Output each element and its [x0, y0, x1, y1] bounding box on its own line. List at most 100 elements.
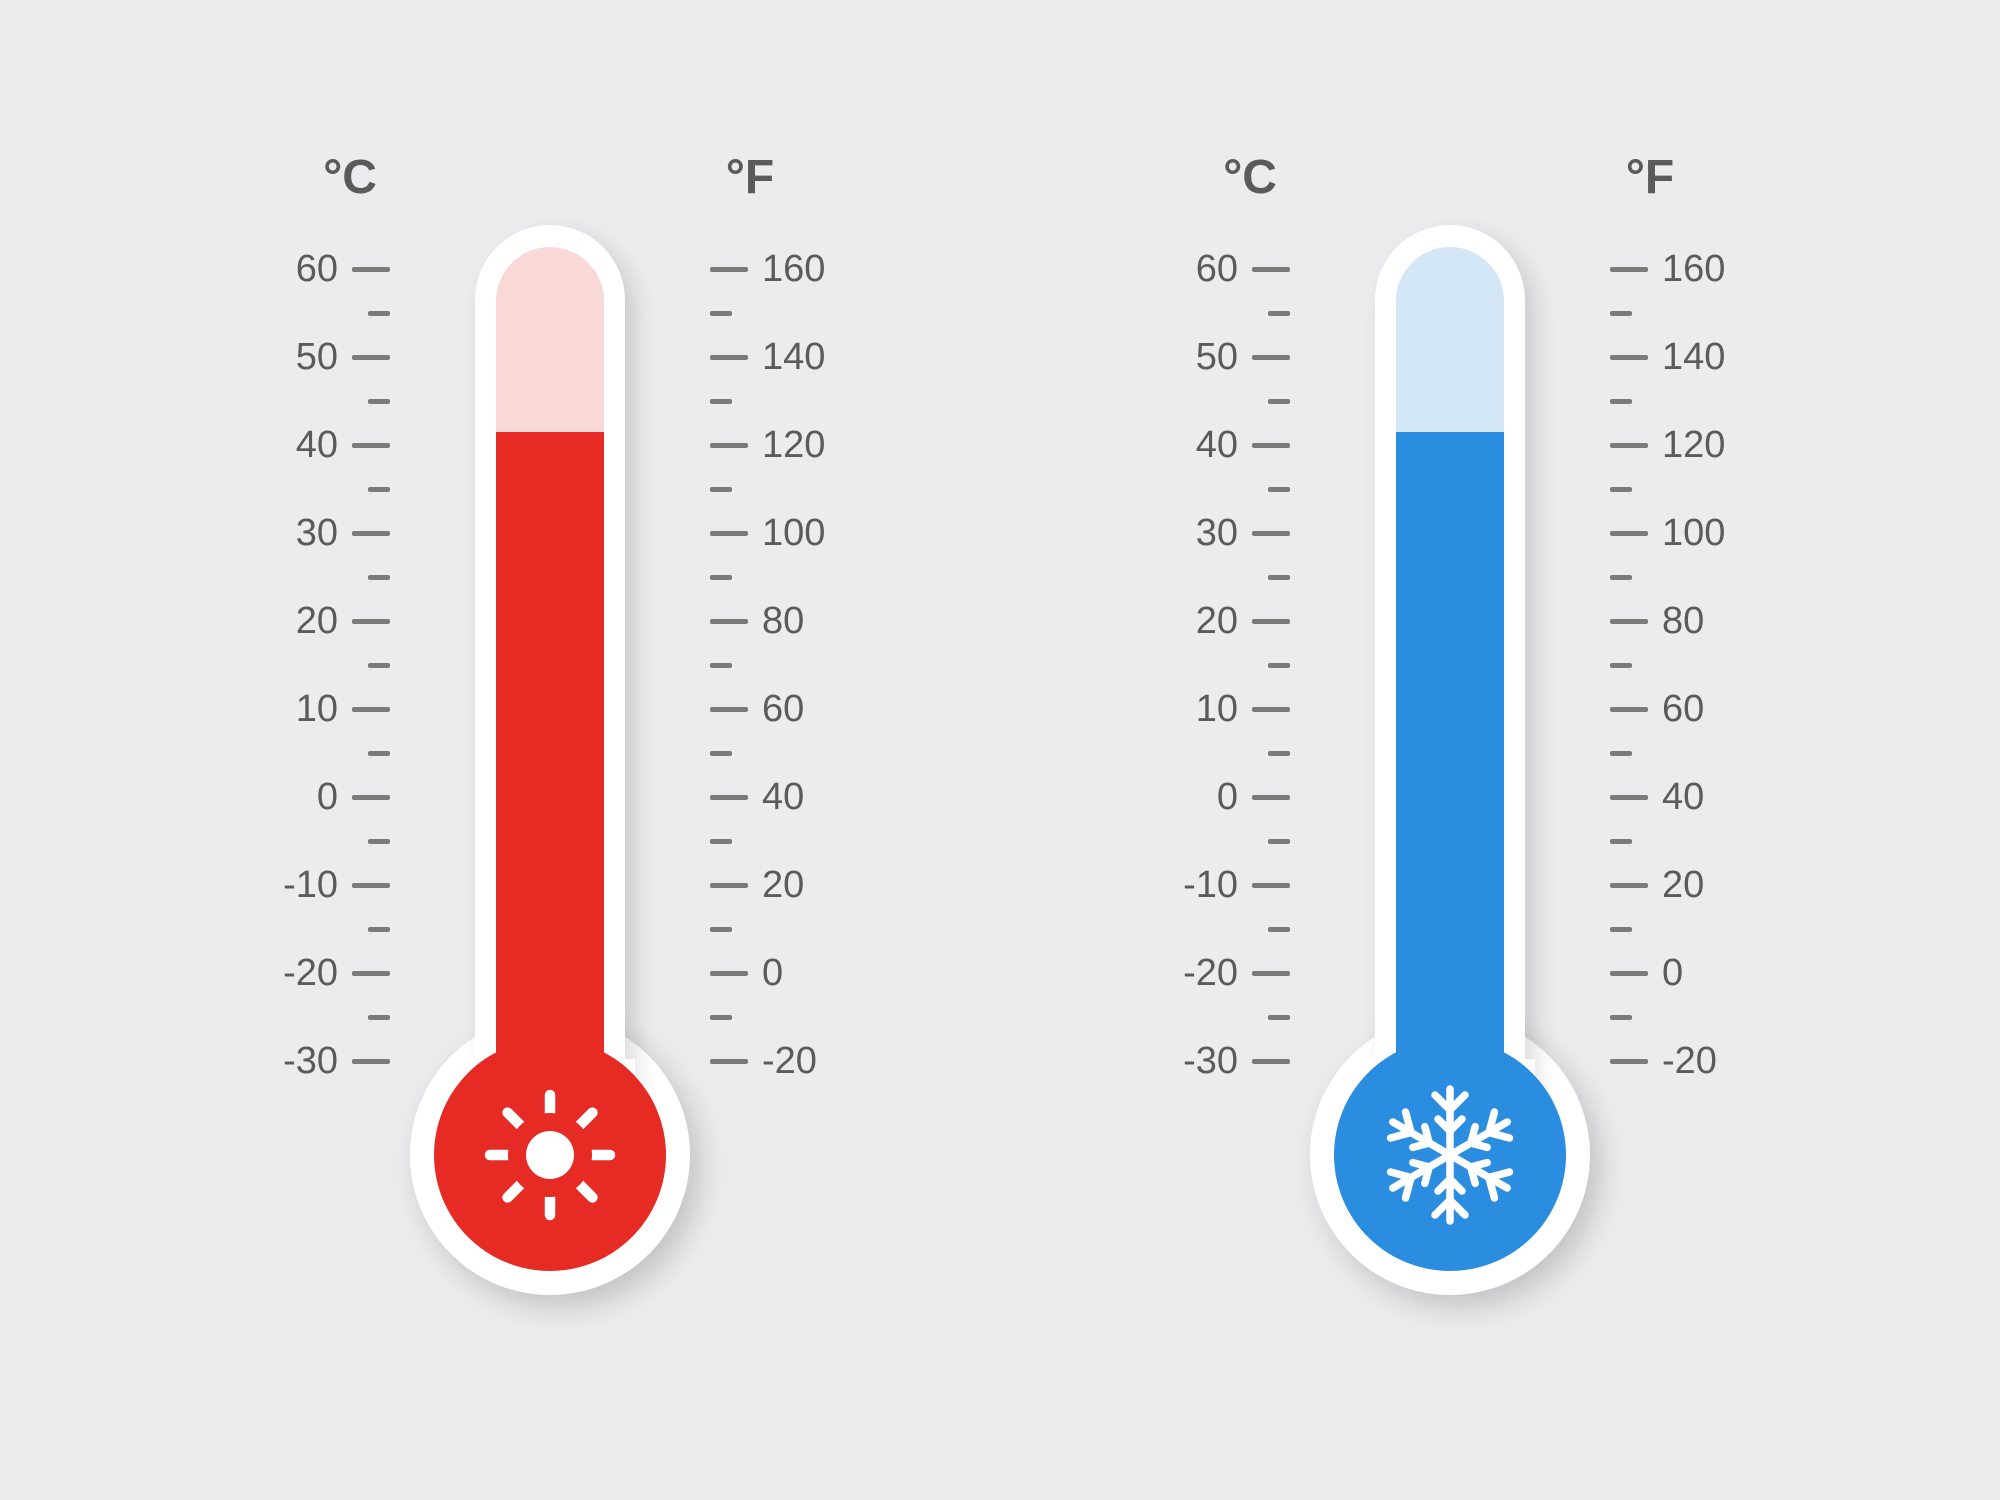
scale-major-tick: 30 — [268, 514, 390, 552]
scale-major-tick: 30 — [1168, 514, 1290, 552]
scale-label: -20 — [268, 954, 338, 992]
scale-label: 60 — [1168, 250, 1238, 288]
scale-label: 0 — [268, 778, 338, 816]
scale-minor-tick — [1268, 839, 1290, 844]
thermometer-cold: °C°F — [1190, 150, 1710, 1350]
scale-label: 160 — [762, 250, 832, 288]
scale-minor-tick — [368, 575, 390, 580]
scale-minor-tick — [368, 927, 390, 932]
scale-label: -20 — [1662, 1042, 1732, 1080]
celsius-unit-label: °C — [290, 150, 410, 205]
scale-minor-tick — [710, 927, 732, 932]
scale-label: -10 — [1168, 866, 1238, 904]
scale-major-tick: 40 — [710, 778, 832, 816]
scale-minor-tick — [1268, 575, 1290, 580]
scale-minor-tick — [368, 839, 390, 844]
scale-label: 30 — [268, 514, 338, 552]
scale-major-tick: 120 — [710, 426, 832, 464]
scale-major-tick: 80 — [710, 602, 832, 640]
celsius-unit-label: °C — [1190, 150, 1310, 205]
scale-label: 100 — [1662, 514, 1732, 552]
scale-label: 20 — [1168, 602, 1238, 640]
scale-minor-tick — [368, 487, 390, 492]
scale-minor-tick — [1610, 487, 1632, 492]
scale-major-tick: 0 — [268, 778, 390, 816]
scale-minor-tick — [710, 1015, 732, 1020]
scale-major-tick: 20 — [268, 602, 390, 640]
scale-minor-tick — [710, 663, 732, 668]
scale-major-tick: 160 — [1610, 250, 1732, 288]
scale-major-tick: -30 — [1168, 1042, 1290, 1080]
scale-major-tick: 40 — [268, 426, 390, 464]
snowflake-icon — [1334, 1039, 1566, 1271]
scale-major-tick: 100 — [1610, 514, 1732, 552]
scale-label: 0 — [762, 954, 832, 992]
scale-minor-tick — [1268, 487, 1290, 492]
scale-major-tick: 10 — [268, 690, 390, 728]
scale-label: 40 — [1168, 426, 1238, 464]
scale-major-tick: 20 — [710, 866, 832, 904]
celsius-scale: 6050403020100-10-20-30 — [1168, 250, 1290, 1080]
scale-major-tick: 20 — [1168, 602, 1290, 640]
scale-minor-tick — [368, 399, 390, 404]
scale-minor-tick — [1268, 399, 1290, 404]
scale-label: 100 — [762, 514, 832, 552]
scale-label: -30 — [268, 1042, 338, 1080]
fahrenheit-scale: 160140120100806040200-20 — [1610, 250, 1732, 1080]
fahrenheit-unit-label: °F — [690, 150, 810, 205]
scale-label: -20 — [762, 1042, 832, 1080]
scale-major-tick: 40 — [1610, 778, 1732, 816]
scale-label: 140 — [1662, 338, 1732, 376]
scale-minor-tick — [368, 1015, 390, 1020]
scale-label: 140 — [762, 338, 832, 376]
scale-major-tick: 60 — [1610, 690, 1732, 728]
scale-minor-tick — [710, 575, 732, 580]
scale-minor-tick — [1610, 663, 1632, 668]
scale-label: 10 — [1168, 690, 1238, 728]
scale-major-tick: 100 — [710, 514, 832, 552]
scale-label: 50 — [268, 338, 338, 376]
scale-label: 20 — [762, 866, 832, 904]
scale-major-tick: 0 — [1168, 778, 1290, 816]
scale-minor-tick — [710, 311, 732, 316]
scale-major-tick: -20 — [710, 1042, 832, 1080]
thermometer-infographic: °C°F 6050403020100-10-20-301601401201008… — [0, 0, 2000, 1500]
scale-minor-tick — [1610, 839, 1632, 844]
scale-label: -30 — [1168, 1042, 1238, 1080]
scale-major-tick: 0 — [1610, 954, 1732, 992]
scale-label: 0 — [1168, 778, 1238, 816]
scale-minor-tick — [368, 663, 390, 668]
scale-minor-tick — [710, 751, 732, 756]
scale-label: 0 — [1662, 954, 1732, 992]
scale-major-tick: 140 — [710, 338, 832, 376]
scale-major-tick: 140 — [1610, 338, 1732, 376]
scale-major-tick: 50 — [268, 338, 390, 376]
scale-minor-tick — [1268, 927, 1290, 932]
scale-minor-tick — [1610, 399, 1632, 404]
scale-label: 30 — [1168, 514, 1238, 552]
scale-minor-tick — [1610, 927, 1632, 932]
scale-major-tick: 10 — [1168, 690, 1290, 728]
scale-major-tick: -20 — [1168, 954, 1290, 992]
scale-label: -20 — [1168, 954, 1238, 992]
scale-major-tick: 0 — [710, 954, 832, 992]
scale-label: 80 — [762, 602, 832, 640]
scale-minor-tick — [1268, 751, 1290, 756]
scale-major-tick: 60 — [710, 690, 832, 728]
scale-major-tick: 120 — [1610, 426, 1732, 464]
scale-major-tick: 60 — [1168, 250, 1290, 288]
scale-minor-tick — [1610, 1015, 1632, 1020]
scale-label: 40 — [762, 778, 832, 816]
scale-label: -10 — [268, 866, 338, 904]
celsius-scale: 6050403020100-10-20-30 — [268, 250, 390, 1080]
scale-label: 20 — [1662, 866, 1732, 904]
unit-labels: °C °F — [290, 150, 810, 205]
scale-minor-tick — [710, 839, 732, 844]
unit-labels: °C°F — [1190, 150, 1710, 205]
scale-minor-tick — [368, 311, 390, 316]
scale-major-tick: -30 — [268, 1042, 390, 1080]
scale-major-tick: 20 — [1610, 866, 1732, 904]
fahrenheit-scale: 160 140 120 100 80 60 40 20 0 -20 — [710, 250, 832, 1080]
scale-label: 40 — [268, 426, 338, 464]
scale-minor-tick — [1268, 1015, 1290, 1020]
